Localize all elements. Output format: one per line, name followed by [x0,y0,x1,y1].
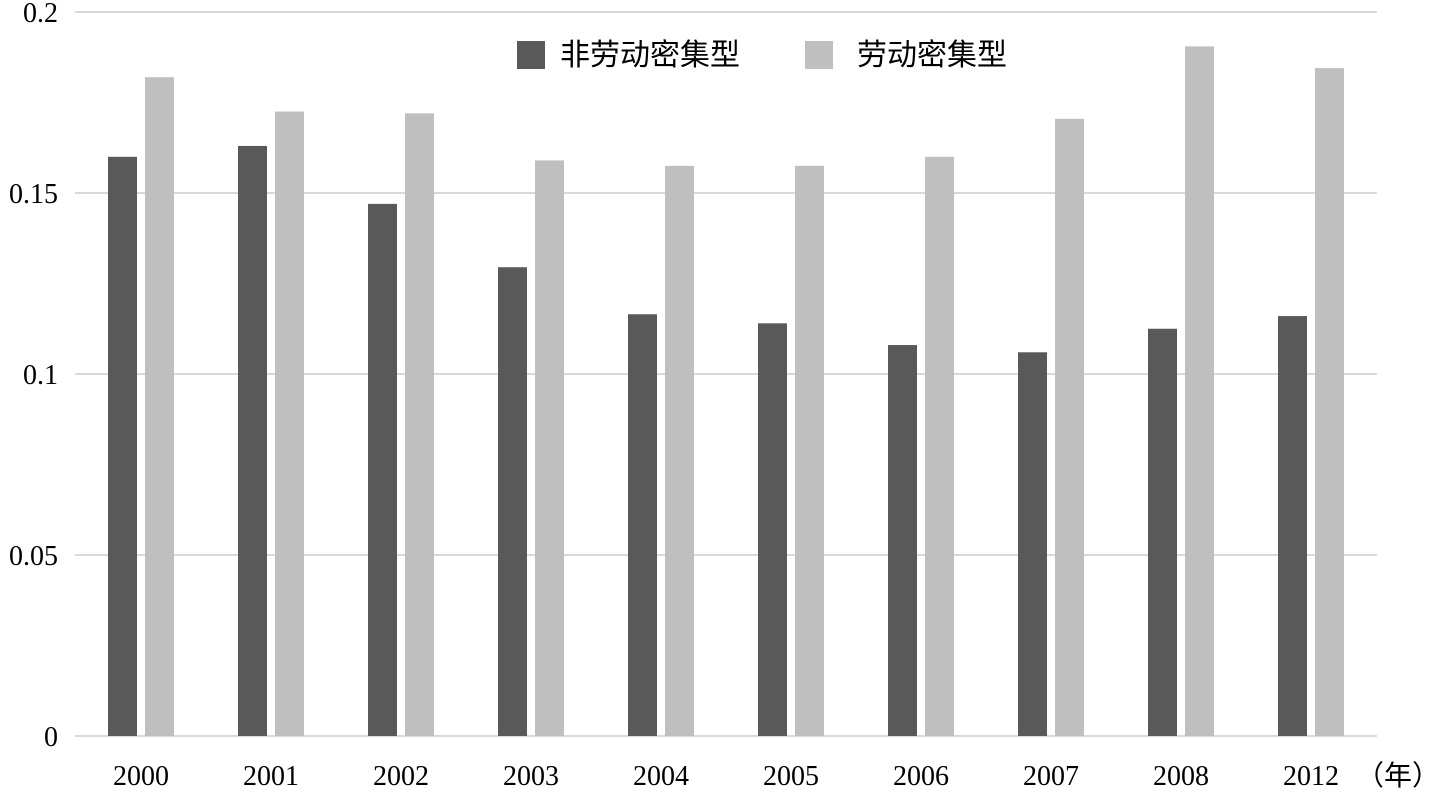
x-tick-label: 2004 [633,761,689,792]
x-tick-label: 2012 [1283,761,1339,792]
bar-non-labor-intensive-2012 [1278,316,1307,736]
legend-swatch-non-labor-intensive [517,41,545,69]
x-tick-label: 2006 [893,761,949,792]
bar-non-labor-intensive-2000 [108,156,137,737]
bar-non-labor-intensive-2007 [1018,352,1047,736]
y-axis-tick-labels: 0 0.05 0.1 0.15 0.2 [9,0,58,753]
bar-labor-intensive-2012 [1315,68,1344,737]
bar-labor-intensive-2005 [795,165,824,737]
y-tick-label: 0.2 [23,0,58,29]
y-tick-label: 0.1 [23,360,58,391]
bars [108,46,1344,737]
x-axis-tick-labels: 2000 2001 2002 2003 2004 2005 2006 2007 2008 2012 [113,761,1339,792]
gridlines [75,11,1377,737]
y-tick-label: 0.15 [9,179,58,210]
bar-non-labor-intensive-2006 [888,345,917,736]
y-tick-label: 0.05 [9,541,58,572]
legend: 非劳动密集型 劳动密集型 [517,39,1007,72]
x-tick-label: 2005 [763,761,819,792]
bar-non-labor-intensive-2005 [758,323,787,736]
bar-non-labor-intensive-2004 [628,314,657,736]
x-tick-label: 2002 [373,761,429,792]
legend-label-non-labor-intensive: 非劳动密集型 [560,39,740,72]
bar-non-labor-intensive-2001 [238,145,267,736]
x-axis-label: （年） [1356,760,1434,792]
bar-labor-intensive-2008 [1185,46,1214,736]
bar-labor-intensive-2002 [405,113,434,737]
legend-label-labor-intensive: 劳动密集型 [857,39,1007,72]
bar-labor-intensive-2004 [665,165,694,737]
bar-non-labor-intensive-2003 [498,267,527,736]
x-tick-label: 2007 [1023,761,1079,792]
x-tick-label: 2001 [243,761,299,792]
bar-non-labor-intensive-2008 [1148,328,1177,736]
bar-labor-intensive-2003 [535,160,564,737]
bar-labor-intensive-2007 [1055,118,1084,737]
bar-labor-intensive-2000 [145,77,174,736]
legend-swatch-labor-intensive [805,41,833,69]
y-tick-label: 0 [44,722,58,753]
x-tick-label: 2008 [1153,761,1209,792]
x-tick-label: 2000 [113,761,169,792]
x-tick-label: 2003 [503,761,559,792]
bar-non-labor-intensive-2002 [368,203,397,737]
bar-labor-intensive-2006 [925,156,954,737]
bar-labor-intensive-2001 [275,111,304,737]
